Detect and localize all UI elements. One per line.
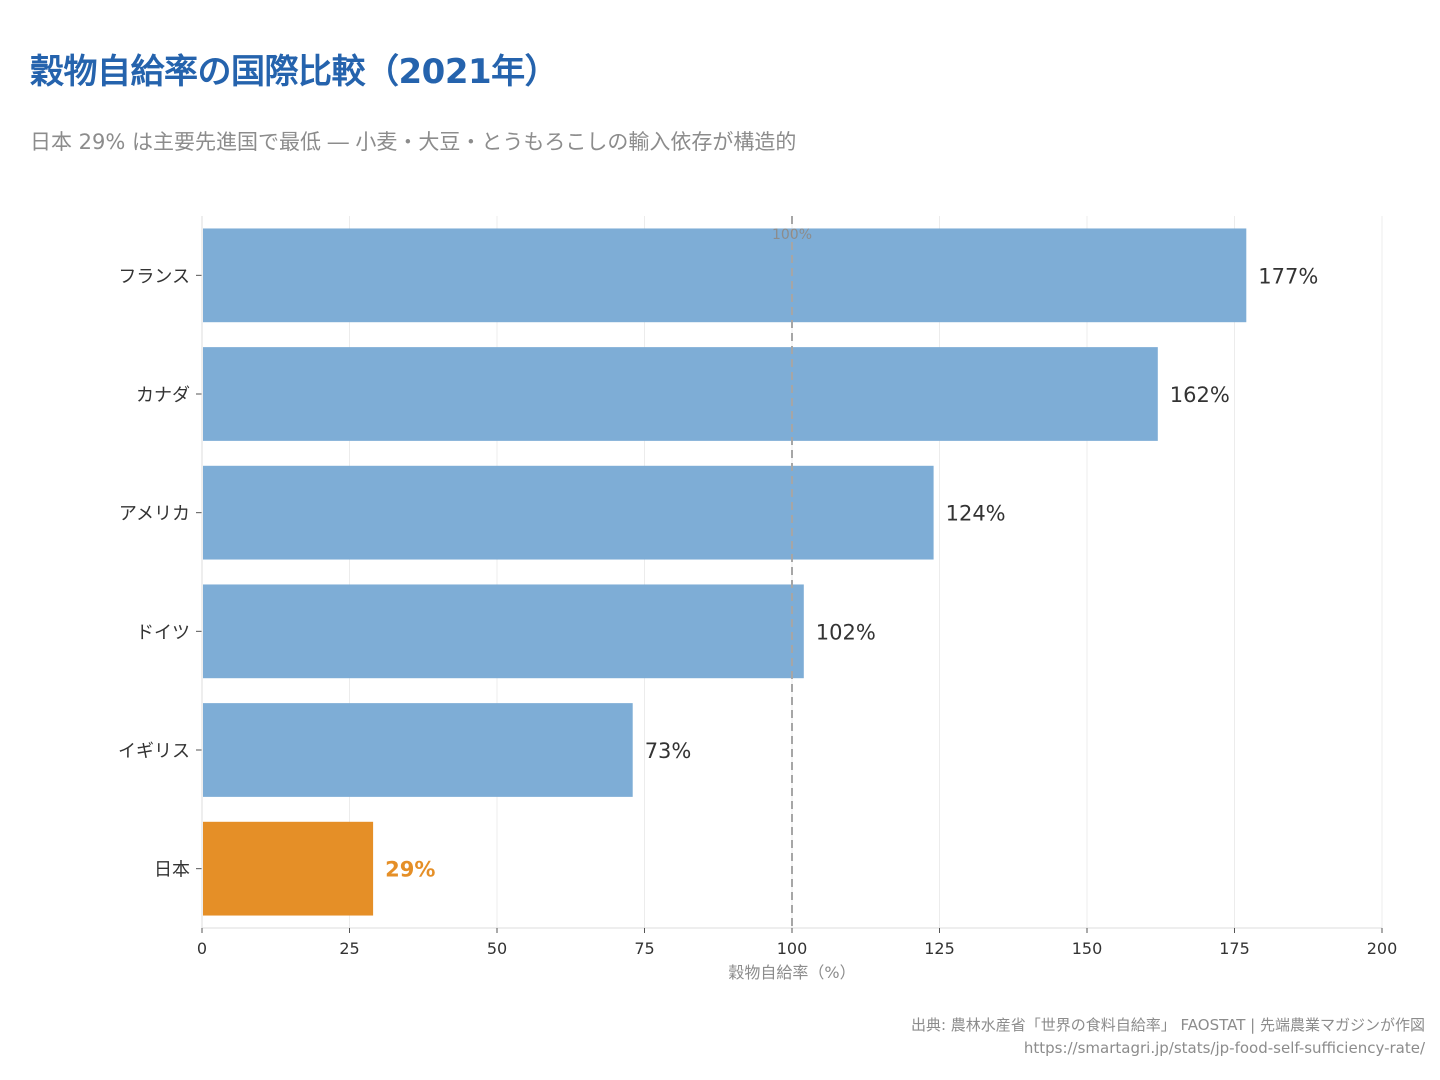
bar <box>203 703 633 797</box>
data-label: 124% <box>946 502 1006 526</box>
y-tick-label: アメリカ <box>119 504 190 525</box>
data-label: 73% <box>645 739 692 763</box>
data-label: 162% <box>1170 383 1230 407</box>
y-tick-label: フランス <box>118 266 190 287</box>
bar-chart: 177% フランス 162% カナダ 124% アメリカ 102% ドイツ 73% イギリス 29%… <box>118 216 1398 982</box>
x-tick-label: 0 <box>197 939 207 958</box>
data-label: 29% <box>385 858 435 882</box>
y-tick-label: イギリス <box>118 741 190 762</box>
x-tick-label: 75 <box>634 939 654 958</box>
bar <box>203 347 1158 441</box>
x-tick-label: 150 <box>1072 939 1103 958</box>
bar <box>203 584 804 679</box>
y-tick-label: カナダ <box>136 385 190 406</box>
data-label: 177% <box>1258 264 1318 288</box>
bar <box>203 228 1247 323</box>
x-tick-label: 200 <box>1367 939 1398 958</box>
reference-line-label: 100% <box>772 227 812 243</box>
source-url: https://smartagri.jp/stats/jp-food-self-… <box>1023 1039 1425 1057</box>
x-tick-label: 125 <box>924 939 955 958</box>
chart-title: 穀物自給率の国際比較（2021年） <box>30 52 559 92</box>
x-axis-label: 穀物自給率（%） <box>728 963 855 982</box>
x-tick-label: 100 <box>777 939 808 958</box>
y-tick-label: 日本 <box>154 860 190 881</box>
x-tick-label: 25 <box>339 939 359 958</box>
x-tick-label: 50 <box>487 939 507 958</box>
bar <box>203 821 374 916</box>
x-tick-label: 175 <box>1219 939 1250 958</box>
data-label: 102% <box>816 620 876 644</box>
bar <box>203 465 934 560</box>
y-tick-label: ドイツ <box>136 622 190 643</box>
chart-subtitle: 日本 29% は主要先進国で最低 ― 小麦・大豆・とうもろこしの輸入依存が構造的 <box>30 130 797 154</box>
source-note: 出典: 農林水産省「世界の食料自給率」 FAOSTAT | 先端農業マガジンが作… <box>910 1016 1425 1034</box>
